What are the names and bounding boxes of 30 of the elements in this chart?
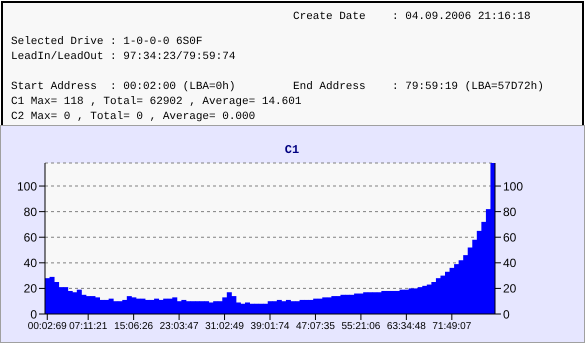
y2-tick-label: 80 (503, 204, 517, 219)
text: C1 Max= 118 , Total= 62902 , Average= 14.601 (11, 96, 302, 108)
x-tick-label: 55:21:06 (341, 321, 381, 332)
y2-tick-label: 20 (503, 282, 517, 296)
y-tick-label: 20 (24, 282, 38, 296)
x-tick-label: 00:02:69 (28, 321, 68, 332)
text: Start Address : 00:02:00 (LBA=0h) (11, 81, 236, 93)
x-tick-label: 39:01:74 (250, 321, 290, 332)
y2-tick-label: 40 (503, 256, 517, 270)
x-tick-label: 07:11:21 (69, 321, 108, 332)
text: Selected Drive : 1-0-0-0 6S0F (11, 36, 202, 48)
y-tick-label: 0 (30, 307, 38, 322)
y2-tick-label: 60 (503, 230, 517, 244)
x-tick-label: 63:34:48 (386, 321, 426, 332)
y-tick-label: 80 (24, 204, 38, 219)
y-tick-label: 40 (24, 256, 38, 270)
text: End Address : 79:59:19 (LBA=57D72h) (293, 81, 544, 93)
x-tick-label: 15:06:26 (114, 321, 154, 332)
y-tick-label: 100 (16, 179, 38, 194)
text: C2 Max= 0 , Total= 0 , Average= 0.000 (11, 111, 256, 123)
y2-tick-label: 0 (503, 307, 510, 322)
x-tick-label: 71:49:07 (432, 321, 472, 332)
text: LeadIn/LeadOut : 97:34:23/79:59:74 (11, 51, 236, 63)
text: Create Date : 04.09.2006 21:16:18 (293, 11, 531, 23)
x-tick-label: 23:03:47 (160, 321, 199, 332)
y2-tick-label: 100 (503, 179, 524, 194)
x-tick-label: 47:07:35 (296, 321, 336, 332)
x-tick-label: 31:02:49 (205, 321, 244, 332)
y-tick-label: 60 (24, 230, 38, 244)
chart-title: C1 (284, 143, 300, 157)
